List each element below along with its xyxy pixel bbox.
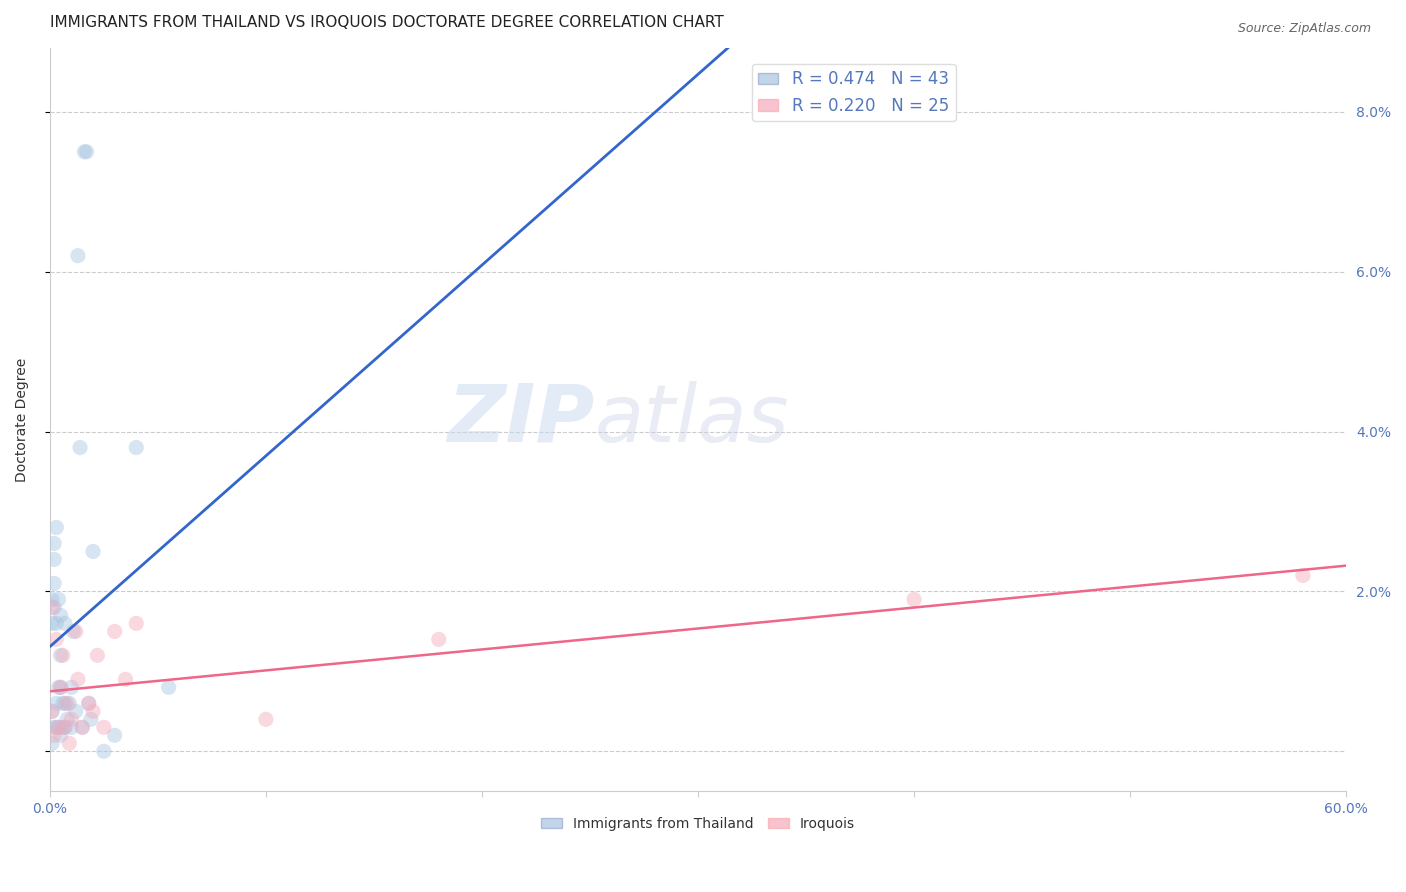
Point [48, 720, 70, 734]
Point [56, 696, 79, 710]
Point [41, 704, 63, 718]
Text: IMMIGRANTS FROM THAILAND VS IROQUOIS DOCTORATE DEGREE CORRELATION CHART: IMMIGRANTS FROM THAILAND VS IROQUOIS DOC… [49, 15, 724, 30]
Point [52, 696, 75, 710]
Point [65, 704, 87, 718]
Point [52, 720, 75, 734]
Point [48, 681, 70, 695]
Point [76, 145, 98, 159]
Text: Source: ZipAtlas.com: Source: ZipAtlas.com [1237, 22, 1371, 36]
Point [73, 145, 96, 159]
Point [58, 696, 80, 710]
Point [45, 696, 67, 710]
Point [93, 744, 115, 758]
Point [44, 552, 66, 566]
Point [69, 441, 91, 455]
Point [66, 673, 89, 687]
Point [44, 728, 66, 742]
Point [70, 720, 93, 734]
Point [60, 681, 83, 695]
Point [254, 712, 277, 726]
Point [45, 520, 67, 534]
Point [49, 681, 72, 695]
Point [49, 608, 72, 623]
Text: atlas: atlas [595, 381, 789, 458]
Point [41, 736, 63, 750]
Point [125, 616, 148, 631]
Point [1292, 568, 1315, 582]
Point [45, 632, 67, 647]
Point [104, 728, 127, 742]
Point [60, 720, 83, 734]
Point [52, 648, 75, 663]
Point [427, 632, 450, 647]
Point [125, 441, 148, 455]
Point [82, 544, 104, 558]
Point [65, 624, 87, 639]
Point [41, 592, 63, 607]
Point [44, 720, 66, 734]
Point [60, 712, 83, 726]
Point [93, 720, 115, 734]
Point [62, 624, 84, 639]
Point [53, 616, 76, 631]
Point [53, 720, 76, 734]
Point [41, 600, 63, 615]
Point [41, 704, 63, 718]
Legend: Immigrants from Thailand, Iroquois: Immigrants from Thailand, Iroquois [536, 811, 860, 837]
Point [114, 673, 136, 687]
Point [82, 704, 104, 718]
Point [80, 712, 103, 726]
Point [45, 616, 67, 631]
Point [49, 681, 72, 695]
Point [86, 648, 108, 663]
Point [66, 249, 89, 263]
Point [903, 592, 925, 607]
Y-axis label: Doctorate Degree: Doctorate Degree [15, 358, 30, 482]
Point [77, 696, 100, 710]
Point [41, 616, 63, 631]
Point [49, 728, 72, 742]
Point [58, 736, 80, 750]
Point [53, 720, 76, 734]
Point [49, 648, 72, 663]
Point [44, 600, 66, 615]
Point [77, 696, 100, 710]
Text: ZIP: ZIP [447, 381, 595, 458]
Point [48, 592, 70, 607]
Point [70, 720, 93, 734]
Point [44, 576, 66, 591]
Point [56, 712, 79, 726]
Point [157, 681, 180, 695]
Point [104, 624, 127, 639]
Point [53, 696, 76, 710]
Point [48, 720, 70, 734]
Point [45, 720, 67, 734]
Point [44, 536, 66, 550]
